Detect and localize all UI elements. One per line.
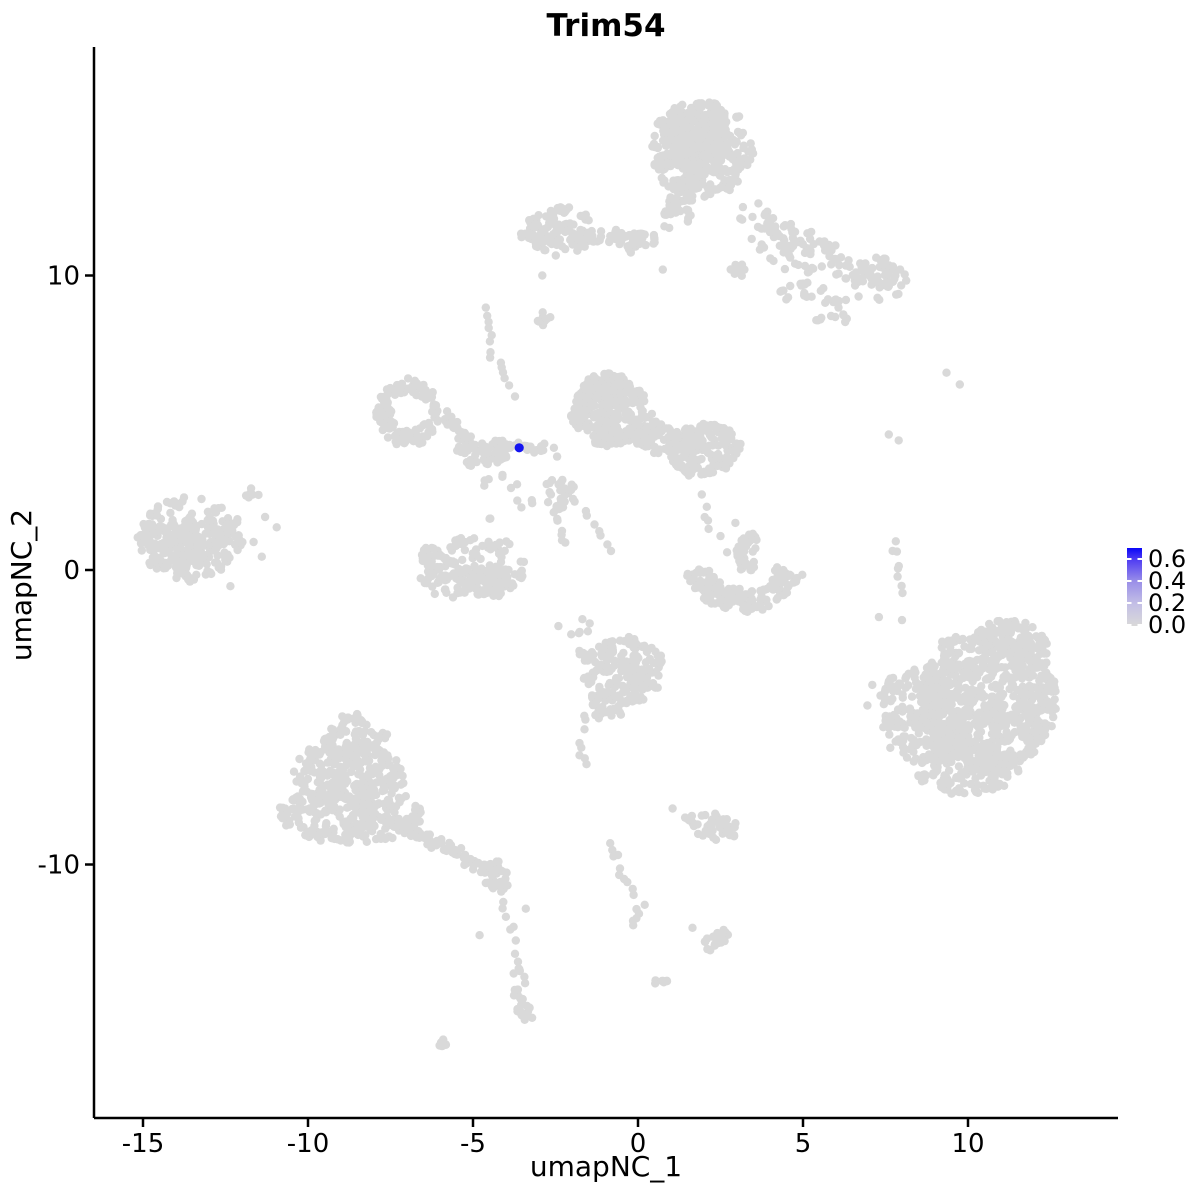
legend-break-label: 0.6 (1148, 545, 1186, 573)
x-tick-label: -15 (122, 1129, 164, 1159)
legend-break-label: 0.2 (1148, 589, 1186, 617)
x-axis-title: umapNC_1 (529, 1150, 683, 1183)
x-tick-label: 10 (951, 1129, 984, 1159)
umap-points (133, 98, 1060, 1051)
legend-gradient-bar (1127, 548, 1142, 626)
axes: -15 -10 -5 0 5 10 10 0 -10 (38, 47, 1118, 1159)
y-tick-label: 0 (63, 556, 80, 586)
x-tick-label: -10 (287, 1129, 329, 1159)
legend-break-label: 0.4 (1148, 567, 1186, 595)
plot-title: Trim54 (546, 8, 666, 44)
highlighted-cell-point (514, 443, 524, 453)
y-tick-label: -10 (38, 851, 80, 881)
x-tick-label: 5 (795, 1129, 812, 1159)
y-tick-label: 10 (47, 262, 80, 292)
x-tick-label: -5 (460, 1129, 486, 1159)
x-tick-label: 0 (630, 1129, 647, 1159)
legend-break-label: 0.0 (1148, 611, 1186, 639)
expression-legend: 0.60.40.20.0 (1127, 545, 1186, 639)
